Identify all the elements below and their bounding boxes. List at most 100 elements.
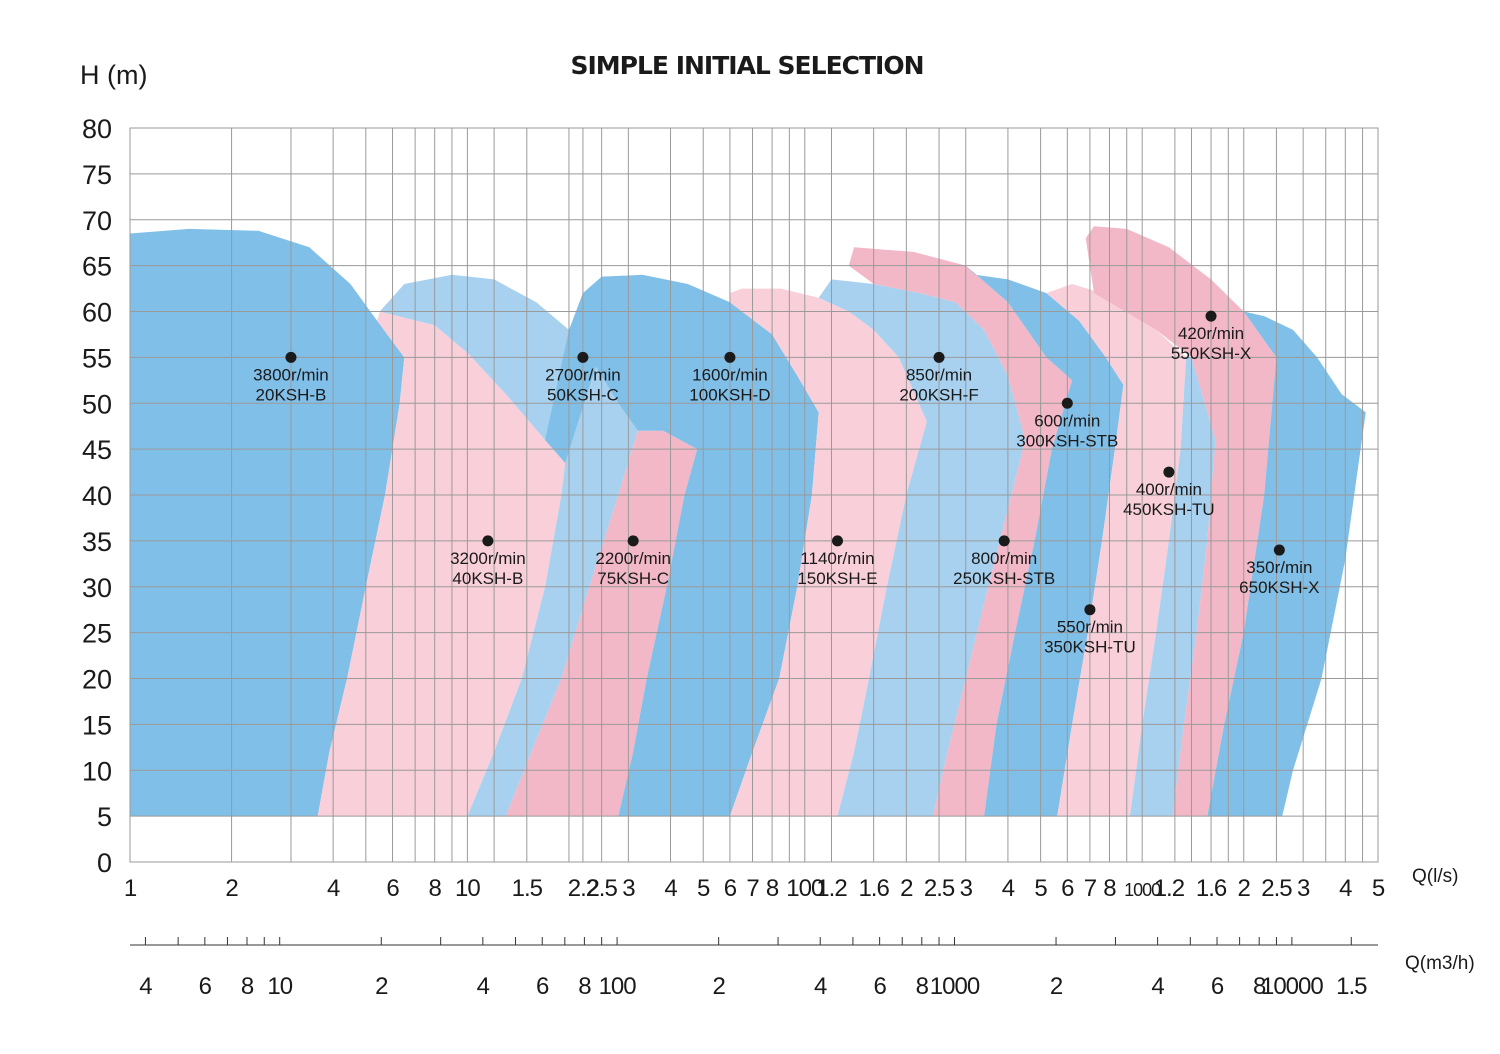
model-label-200ksh-f: 200KSH-F xyxy=(899,385,978,404)
x-tick-ls-2500: 2.5 xyxy=(1261,875,1292,902)
point-150ksh-e xyxy=(831,535,843,547)
x-tick-ls-120: 1.2 xyxy=(816,875,847,902)
x-tick-ls-1600: 1.6 xyxy=(1196,875,1227,902)
x-tick-ls-100: 100 xyxy=(786,875,824,902)
point-20ksh-b xyxy=(285,351,297,363)
x-tick-m3h-6000: 6 xyxy=(1211,973,1224,1000)
x-tick-ls-4: 4 xyxy=(327,875,340,902)
x-tick-ls-70: 7 xyxy=(746,875,759,902)
x-tick-ls-40: 4 xyxy=(664,875,677,902)
point-75ksh-c xyxy=(627,535,639,547)
x-tick-m3h-10: 10 xyxy=(267,973,292,1000)
point-200ksh-f xyxy=(933,351,945,363)
y-tick-80: 80 xyxy=(82,114,112,144)
x-tick-ls-8: 8 xyxy=(429,875,442,902)
x-tick-ls-600: 6 xyxy=(1061,875,1074,902)
point-50ksh-c xyxy=(577,351,589,363)
x-tick-m3h-200: 2 xyxy=(712,973,725,1000)
speed-label-75ksh-c: 2200r/min xyxy=(595,549,671,568)
region-20ksh-b xyxy=(130,228,405,817)
y-tick-labels: 0 5 10 15 20 25 30 35 40 45 50 55 60 65 70 75 80 xyxy=(82,114,112,878)
speed-label-200ksh-f: 850r/min xyxy=(906,365,972,384)
model-label-100ksh-d: 100KSH-D xyxy=(689,385,770,404)
y-tick-65: 65 xyxy=(82,252,112,282)
x-tick-m3h-10000: 10000 xyxy=(1261,973,1323,1000)
x-tick-ls-200: 2 xyxy=(900,875,913,902)
x-tick-ls-500: 5 xyxy=(1034,875,1047,902)
x-tick-m3h-60: 6 xyxy=(536,973,549,1000)
point-350ksh-tu xyxy=(1084,604,1096,616)
region-350ksh-tu xyxy=(1046,284,1187,817)
model-label-150ksh-e: 150KSH-E xyxy=(797,569,877,588)
speed-label-250ksh-stb: 800r/min xyxy=(971,549,1037,568)
speed-label-40ksh-b: 3200r/min xyxy=(450,549,526,568)
speed-label-650ksh-x: 350r/min xyxy=(1246,558,1312,577)
model-label-20ksh-b: 20KSH-B xyxy=(256,385,327,404)
region-40ksh-b xyxy=(317,311,566,817)
point-300ksh-stb xyxy=(1061,397,1073,409)
plot-frame xyxy=(129,127,1379,863)
y-axis-label: H (m) xyxy=(80,60,147,90)
x-tick-ls-5000: 5 xyxy=(1372,875,1385,902)
x-tick-ls-3000: 3 xyxy=(1297,875,1310,902)
x-tick-ls-50: 5 xyxy=(697,875,710,902)
y-tick-45: 45 xyxy=(82,435,112,465)
point-250ksh-stb xyxy=(998,535,1010,547)
x-tick-m3h-400: 4 xyxy=(814,973,827,1000)
x-tick-ls-2: 2 xyxy=(225,875,238,902)
x-tick-m3h-80: 8 xyxy=(578,973,591,1000)
y-tick-15: 15 xyxy=(82,710,112,740)
x-tick-m3h-100: 100 xyxy=(599,973,637,1000)
point-100ksh-d xyxy=(724,351,736,363)
x-tick-ls-800: 8 xyxy=(1103,875,1116,902)
data-points xyxy=(285,310,1285,616)
x-tick-m3h-40: 4 xyxy=(477,973,490,1000)
x-tick-m3h-2000: 2 xyxy=(1050,973,1063,1000)
model-label-350ksh-tu: 350KSH-TU xyxy=(1044,638,1136,657)
y-tick-5: 5 xyxy=(97,802,112,832)
model-label-450ksh-tu: 450KSH-TU xyxy=(1123,500,1215,519)
x-tick-ls-15: 1.5 xyxy=(512,875,543,902)
x-tick-m3h-600: 6 xyxy=(873,973,886,1000)
speed-label-150ksh-e: 1140r/min xyxy=(800,549,874,568)
x-tick-m3h-15000: 1.5 xyxy=(1336,973,1367,1000)
y-tick-20: 20 xyxy=(82,665,112,695)
point-550ksh-x xyxy=(1205,310,1217,322)
x-tick-ls-1200: 1.2 xyxy=(1154,875,1185,902)
model-label-40ksh-b: 40KSH-B xyxy=(452,569,523,588)
selection-regions xyxy=(130,226,1366,817)
x-tick-m3h-4: 4 xyxy=(139,973,152,1000)
x-tick-ls-22: 2.2 xyxy=(568,875,599,902)
y-tick-55: 55 xyxy=(82,343,112,373)
x-axis-unit-m3h-text: Q(m3/h) xyxy=(1405,953,1475,974)
y-tick-70: 70 xyxy=(82,206,112,236)
y-tick-25: 25 xyxy=(82,619,112,649)
x-tick-m3h-4000: 4 xyxy=(1151,973,1164,1000)
speed-label-450ksh-tu: 400r/min xyxy=(1136,480,1202,499)
x-tick-ls-300: 3 xyxy=(960,875,973,902)
x-tick-m3h-20: 2 xyxy=(375,973,388,1000)
x-tick-ls-4000: 4 xyxy=(1339,875,1352,902)
region-100ksh-d xyxy=(545,274,819,817)
model-label-300ksh-stb: 300KSH-STB xyxy=(1016,431,1118,450)
speed-label-350ksh-tu: 550r/min xyxy=(1057,618,1123,637)
speed-label-20ksh-b: 3800r/min xyxy=(253,365,329,384)
x-tick-ls-160: 1.6 xyxy=(858,875,889,902)
y-tick-30: 30 xyxy=(82,573,112,603)
point-40ksh-b xyxy=(482,535,494,547)
region-200ksh-f xyxy=(818,279,1026,817)
y-tick-50: 50 xyxy=(82,389,112,419)
y-tick-10: 10 xyxy=(82,756,112,786)
y-tick-60: 60 xyxy=(82,298,112,328)
model-label-75ksh-c: 75KSH-C xyxy=(597,569,669,588)
x-tick-m3h-800: 8 xyxy=(916,973,929,1000)
x-tick-m3h-6: 6 xyxy=(199,973,212,1000)
speed-label-300ksh-stb: 600r/min xyxy=(1034,411,1100,430)
x-tick-ls-250: 2.5 xyxy=(924,875,955,902)
point-450ksh-tu xyxy=(1163,466,1175,478)
x-tick-ls-1: 1 xyxy=(124,875,137,902)
y-tick-40: 40 xyxy=(82,481,112,511)
